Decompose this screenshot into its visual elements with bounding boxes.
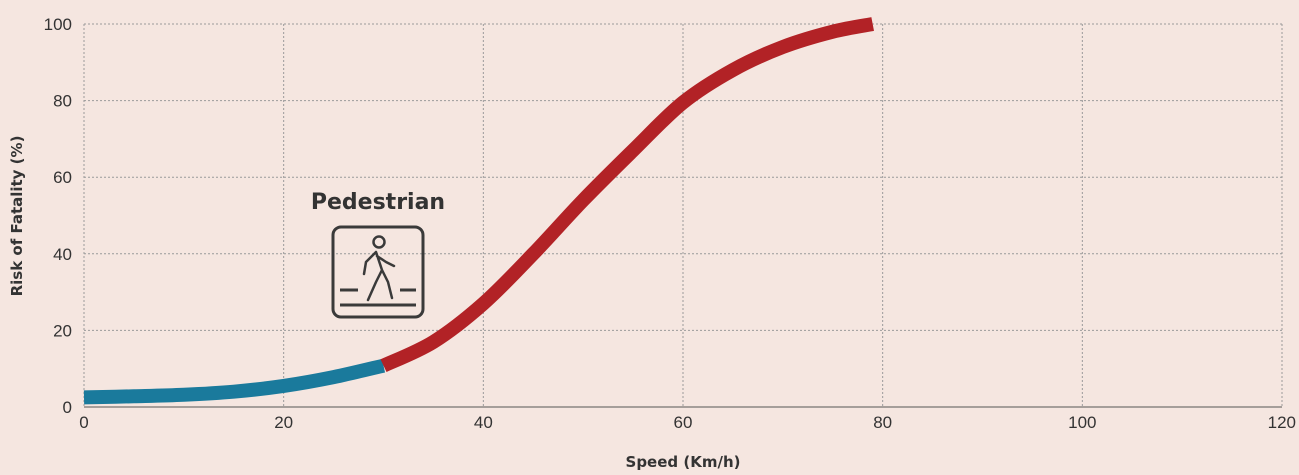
x-axis-title: Speed (Km/h)	[626, 453, 741, 471]
pedestrian-annotation: Pedestrian	[311, 190, 445, 319]
y-tick-label-0: 0	[63, 398, 72, 417]
y-axis-title: Risk of Fatality (%)	[8, 136, 26, 297]
x-tick-label-60: 60	[674, 413, 693, 432]
y-tick-label-60: 60	[53, 168, 72, 187]
y-tick-label-20: 20	[53, 321, 72, 340]
x-tick-label-0: 0	[79, 413, 88, 432]
grid	[83, 23, 1283, 408]
x-tick-label-20: 20	[274, 413, 293, 432]
y-tick-label-40: 40	[53, 245, 72, 264]
x-tick-label-100: 100	[1068, 413, 1096, 432]
series	[83, 17, 875, 405]
x-tick-label-120: 120	[1268, 413, 1296, 432]
x-tick-label-40: 40	[474, 413, 493, 432]
series-line-2	[380, 17, 875, 373]
series-line-1	[83, 358, 386, 405]
pedestrian-crossing-icon	[331, 225, 425, 319]
tick-labels: 0 20 40 60 80 100 120 0 20 40 60 80 100	[44, 15, 1296, 432]
x-tick-label-80: 80	[873, 413, 892, 432]
y-tick-label-100: 100	[44, 15, 72, 34]
y-tick-label-80: 80	[53, 92, 72, 111]
pedestrian-label: Pedestrian	[311, 190, 445, 215]
